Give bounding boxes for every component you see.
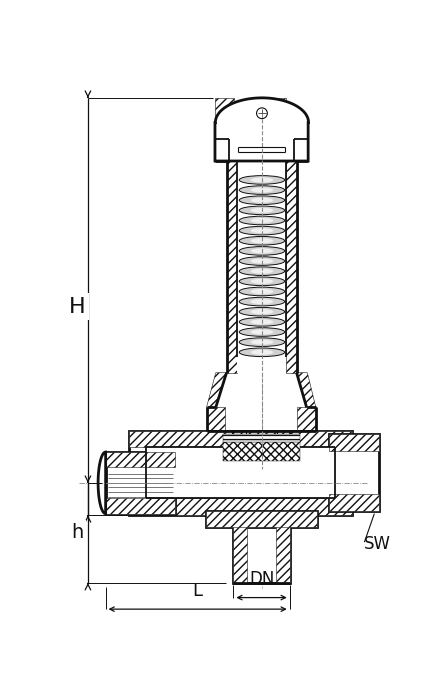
Bar	[227, 161, 237, 372]
Ellipse shape	[251, 279, 273, 284]
Bar	[215, 130, 229, 161]
Bar	[106, 452, 175, 514]
Ellipse shape	[251, 248, 273, 253]
Ellipse shape	[251, 228, 273, 233]
Ellipse shape	[239, 206, 285, 215]
Ellipse shape	[251, 238, 273, 244]
Ellipse shape	[239, 328, 285, 336]
Ellipse shape	[239, 277, 285, 286]
Bar	[329, 434, 379, 511]
Text: L: L	[193, 582, 203, 600]
Ellipse shape	[251, 309, 273, 314]
Ellipse shape	[239, 176, 285, 184]
Ellipse shape	[251, 330, 273, 335]
Text: DN: DN	[249, 570, 274, 588]
Bar	[294, 130, 308, 161]
Ellipse shape	[239, 287, 285, 296]
Ellipse shape	[239, 348, 285, 356]
Bar	[286, 161, 296, 372]
Ellipse shape	[251, 340, 273, 344]
Ellipse shape	[251, 218, 273, 223]
Bar	[224, 442, 300, 461]
Bar	[106, 452, 175, 468]
Bar	[207, 407, 225, 430]
Bar	[276, 515, 290, 583]
Bar	[129, 430, 352, 447]
Bar	[237, 161, 286, 372]
Ellipse shape	[251, 289, 273, 294]
Bar	[233, 515, 290, 583]
Ellipse shape	[239, 196, 285, 204]
Bar	[329, 434, 379, 452]
Ellipse shape	[251, 197, 273, 203]
Ellipse shape	[251, 208, 273, 213]
Text: SW: SW	[364, 536, 391, 554]
Bar	[129, 430, 352, 515]
Bar	[129, 498, 352, 515]
Bar	[106, 498, 175, 514]
Circle shape	[256, 108, 267, 119]
Ellipse shape	[239, 226, 285, 235]
Bar	[268, 98, 286, 130]
Ellipse shape	[239, 237, 285, 245]
Ellipse shape	[251, 319, 273, 324]
Bar	[233, 515, 247, 583]
Bar	[224, 434, 300, 442]
Ellipse shape	[239, 298, 285, 306]
Ellipse shape	[239, 257, 285, 265]
Ellipse shape	[239, 307, 285, 316]
Bar	[206, 511, 317, 526]
Text: H: H	[69, 297, 85, 316]
Polygon shape	[215, 98, 309, 161]
Ellipse shape	[239, 186, 285, 195]
Ellipse shape	[239, 216, 285, 225]
Bar	[206, 511, 317, 526]
Bar	[297, 407, 316, 430]
Text: h: h	[71, 524, 83, 542]
Polygon shape	[207, 372, 227, 407]
Polygon shape	[98, 452, 106, 514]
Ellipse shape	[251, 177, 273, 183]
Ellipse shape	[251, 269, 273, 274]
Ellipse shape	[251, 299, 273, 304]
Ellipse shape	[251, 188, 273, 193]
Bar	[329, 494, 379, 511]
Ellipse shape	[239, 246, 285, 256]
Bar	[215, 98, 234, 130]
Ellipse shape	[251, 258, 273, 264]
Bar	[146, 447, 335, 498]
Ellipse shape	[239, 267, 285, 276]
Polygon shape	[296, 372, 316, 407]
Ellipse shape	[239, 338, 285, 346]
Ellipse shape	[251, 350, 273, 355]
Ellipse shape	[239, 318, 285, 326]
